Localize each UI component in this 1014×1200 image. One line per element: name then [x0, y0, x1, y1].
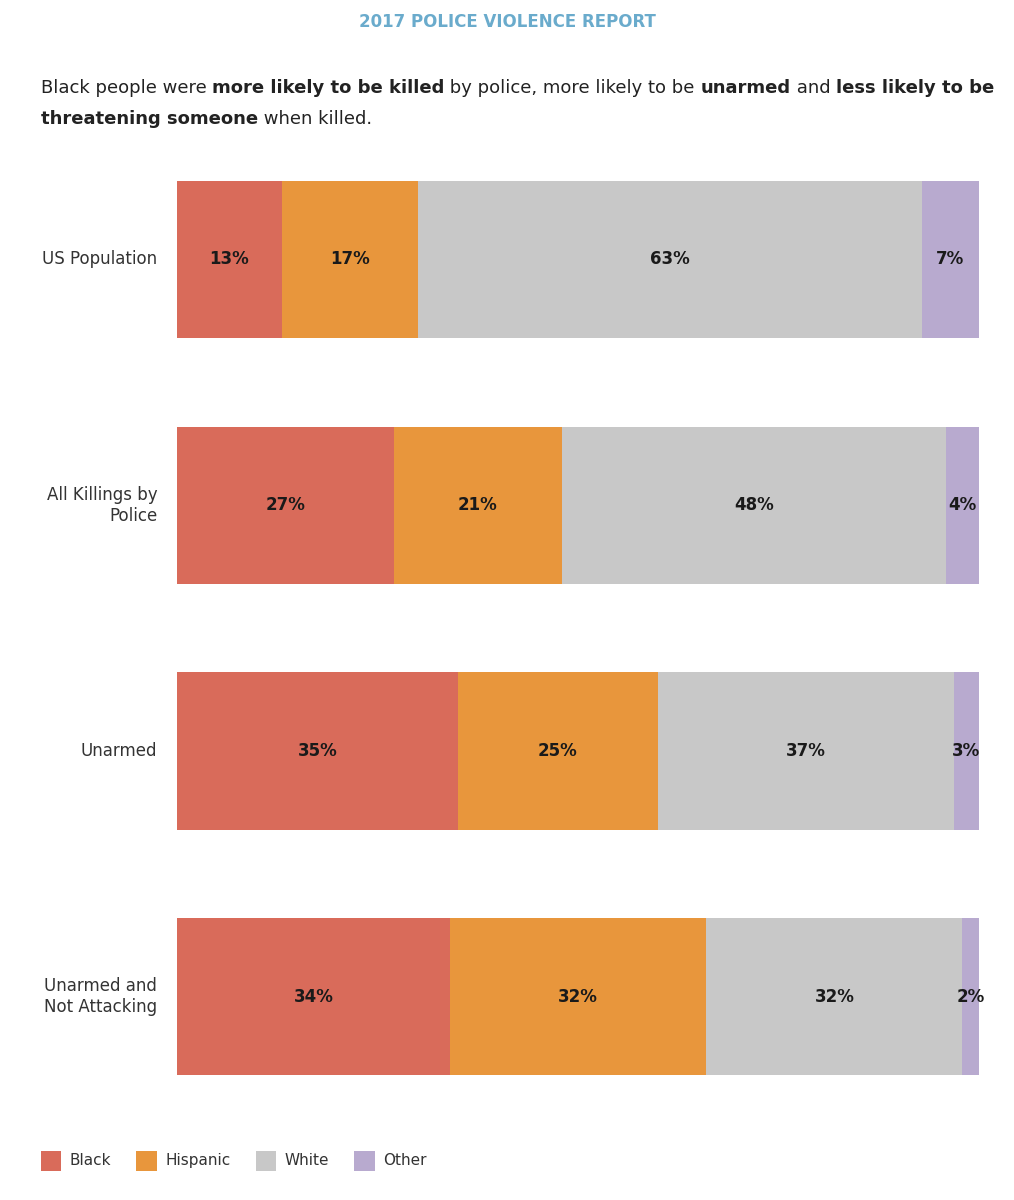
Text: 32%: 32%: [814, 988, 854, 1006]
Text: Hispanic: Hispanic: [165, 1153, 230, 1169]
Bar: [954, 672, 979, 829]
Text: 2%: 2%: [956, 988, 985, 1006]
Text: 27%: 27%: [266, 497, 305, 515]
Bar: [706, 918, 962, 1075]
Text: when killed.: when killed.: [258, 110, 372, 128]
Text: Black: Black: [69, 1153, 111, 1169]
Text: US Population: US Population: [42, 251, 157, 269]
Text: 32%: 32%: [558, 988, 598, 1006]
Text: 48%: 48%: [734, 497, 774, 515]
Text: 3%: 3%: [952, 742, 981, 760]
Bar: [458, 672, 658, 829]
Text: 21%: 21%: [458, 497, 498, 515]
Text: threatening someone: threatening someone: [41, 110, 258, 128]
Text: 7%: 7%: [936, 251, 964, 269]
Text: 2017 POLICE VIOLENCE REPORT: 2017 POLICE VIOLENCE REPORT: [359, 13, 655, 31]
Text: Other: Other: [383, 1153, 427, 1169]
Text: more likely to be killed: more likely to be killed: [212, 79, 444, 97]
Bar: [562, 426, 946, 584]
Text: 35%: 35%: [298, 742, 338, 760]
Bar: [41, 1151, 61, 1171]
Text: 25%: 25%: [538, 742, 578, 760]
Bar: [962, 918, 979, 1075]
Text: by police, more likely to be: by police, more likely to be: [444, 79, 701, 97]
Text: less likely to be: less likely to be: [837, 79, 995, 97]
Text: 63%: 63%: [650, 251, 690, 269]
Text: 37%: 37%: [786, 742, 826, 760]
Bar: [450, 918, 706, 1075]
Text: 13%: 13%: [210, 251, 249, 269]
Bar: [923, 181, 979, 338]
Text: White: White: [284, 1153, 329, 1169]
Bar: [946, 426, 979, 584]
Text: 17%: 17%: [330, 251, 369, 269]
Text: Unarmed and
Not Attacking: Unarmed and Not Attacking: [44, 977, 157, 1016]
Bar: [177, 426, 393, 584]
Bar: [177, 918, 450, 1075]
Bar: [658, 672, 954, 829]
Bar: [177, 181, 282, 338]
Text: 34%: 34%: [294, 988, 334, 1006]
Text: unarmed: unarmed: [701, 79, 791, 97]
Bar: [418, 181, 923, 338]
Bar: [177, 672, 458, 829]
Bar: [393, 426, 562, 584]
Text: All Killings by
Police: All Killings by Police: [47, 486, 157, 524]
Text: Black people were: Black people were: [41, 79, 212, 97]
Text: Unarmed: Unarmed: [81, 742, 157, 760]
Text: 4%: 4%: [948, 497, 976, 515]
Bar: [282, 181, 418, 338]
Bar: [136, 1151, 157, 1171]
Text: and: and: [791, 79, 837, 97]
Bar: [256, 1151, 276, 1171]
Bar: [354, 1151, 375, 1171]
